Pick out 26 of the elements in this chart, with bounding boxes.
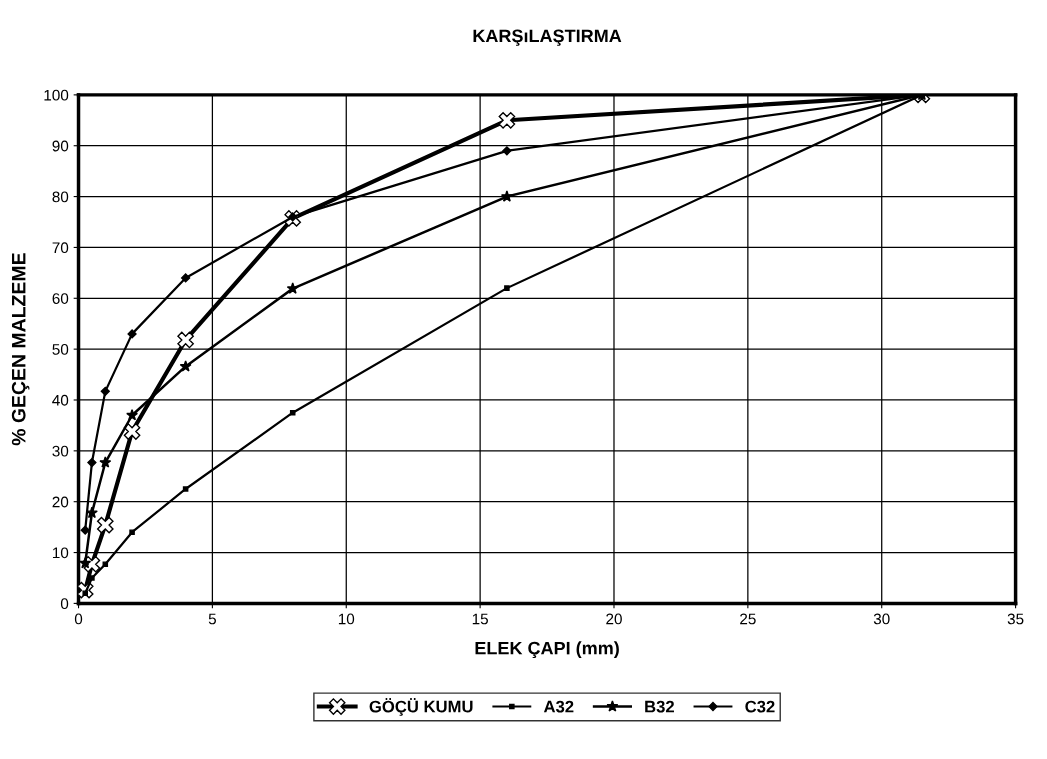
- y-tick-label: 0: [60, 598, 69, 610]
- y-axis-title: % GEÇEN MALZEME: [11, 253, 30, 446]
- y-tick-label: 70: [52, 242, 69, 254]
- y-tick-label: 40: [52, 394, 69, 406]
- x-tick-label: 20: [606, 613, 622, 625]
- y-tick-label: 20: [52, 496, 69, 508]
- y-tick-label: 80: [52, 191, 69, 203]
- y-tick-label: 50: [52, 344, 69, 355]
- y-tick-label: 60: [52, 293, 69, 304]
- legend-label: A32: [543, 700, 574, 713]
- x-tick-label: 0: [74, 613, 83, 625]
- chart-title: KARŞıLAŞTIRMA: [473, 29, 622, 46]
- y-tick-label: 100: [44, 89, 69, 101]
- x-axis-title: ELEK ÇAPI (mm): [475, 641, 619, 659]
- legend-label: C32: [745, 700, 775, 713]
- x-tick-label: 35: [1007, 613, 1024, 625]
- x-tick-label: 10: [338, 613, 355, 625]
- y-tick-label: 90: [52, 140, 69, 152]
- x-tick-label: 5: [208, 613, 216, 625]
- y-tick-label: 10: [52, 547, 69, 559]
- x-tick-label: 25: [740, 613, 756, 625]
- legend-label: GÖÇÜ KUMU: [369, 698, 473, 716]
- x-tick-label: 15: [472, 613, 488, 625]
- y-tick-label: 30: [52, 445, 69, 457]
- x-tick-label: 30: [873, 613, 890, 625]
- legend-label: B32: [645, 700, 674, 713]
